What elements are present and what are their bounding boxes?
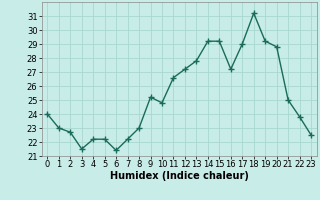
X-axis label: Humidex (Indice chaleur): Humidex (Indice chaleur): [110, 171, 249, 181]
